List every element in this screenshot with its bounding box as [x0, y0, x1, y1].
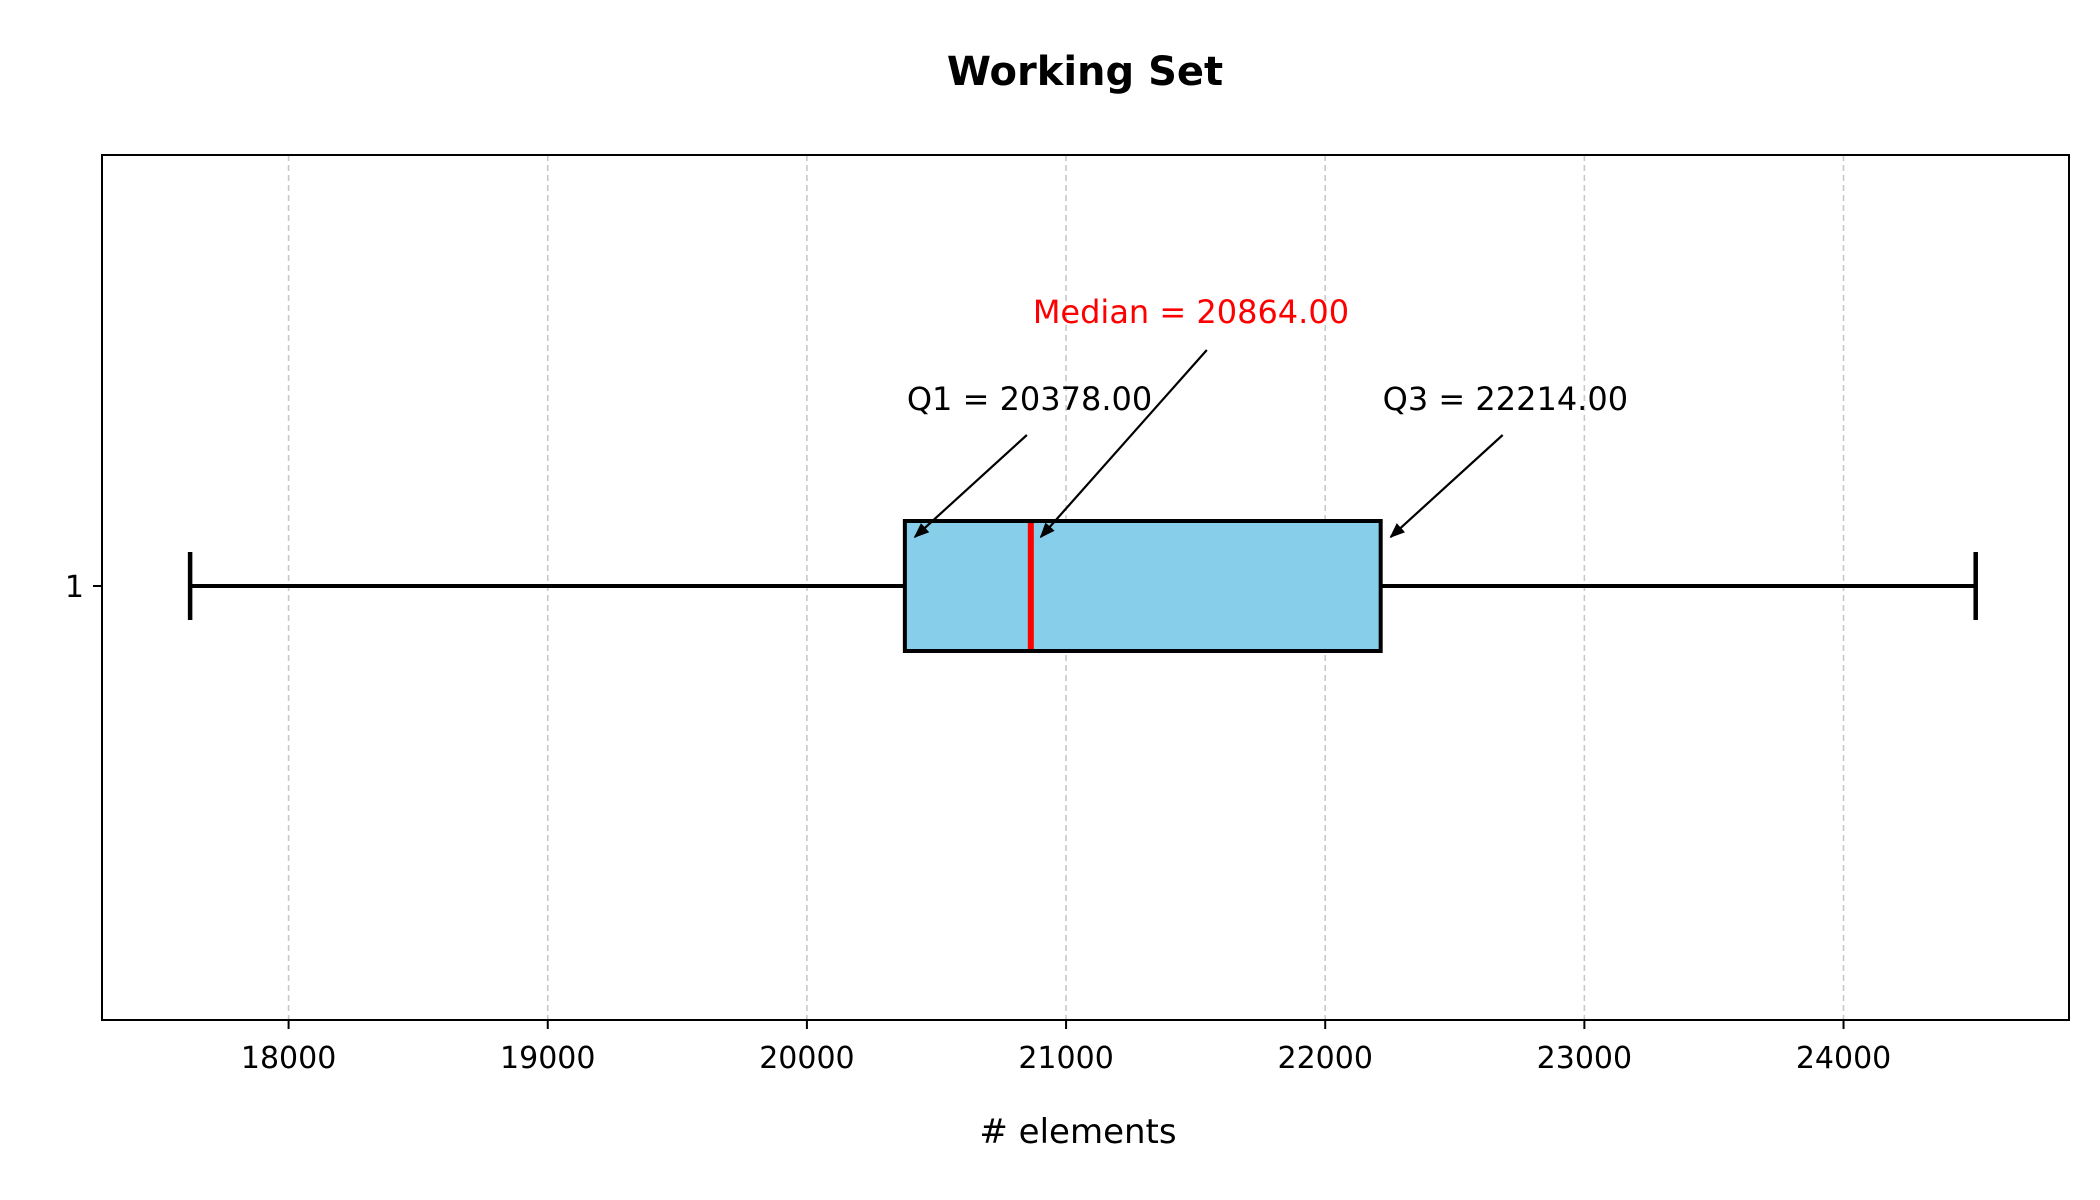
annotations: Median = 20864.00 Q1 = 20378.00 Q3 = 22214… [907, 293, 1628, 539]
x-axis-ticks: 18000 19000 20000 21000 22000 23000 24000 [241, 1020, 1891, 1076]
y-axis-ticks: 1 [65, 570, 102, 605]
q1-annotation: Q1 = 20378.00 [907, 380, 1152, 418]
x-tick-label-22000: 22000 [1278, 1041, 1373, 1076]
x-tick-label-18000: 18000 [241, 1041, 336, 1076]
q1-arrow [913, 434, 1028, 539]
x-axis-label: # elements [979, 1112, 1176, 1152]
x-tick-label-23000: 23000 [1537, 1041, 1632, 1076]
x-tick-label-20000: 20000 [759, 1041, 854, 1076]
x-tick-label-24000: 24000 [1796, 1041, 1891, 1076]
x-tick-label-21000: 21000 [1018, 1041, 1113, 1076]
median-annotation: Median = 20864.00 [1033, 293, 1349, 331]
q3-annotation: Q3 = 22214.00 [1383, 380, 1628, 418]
box-plot-series [187, 519, 1978, 653]
plot-area-frame [101, 154, 2070, 1021]
y-tick-label-1: 1 [65, 570, 84, 605]
chart-title: Working Set [947, 49, 1223, 95]
x-tick-label-19000: 19000 [500, 1041, 595, 1076]
median-arrow [1039, 349, 1208, 539]
iqr-box [902, 519, 1383, 653]
q3-arrow [1389, 434, 1504, 539]
